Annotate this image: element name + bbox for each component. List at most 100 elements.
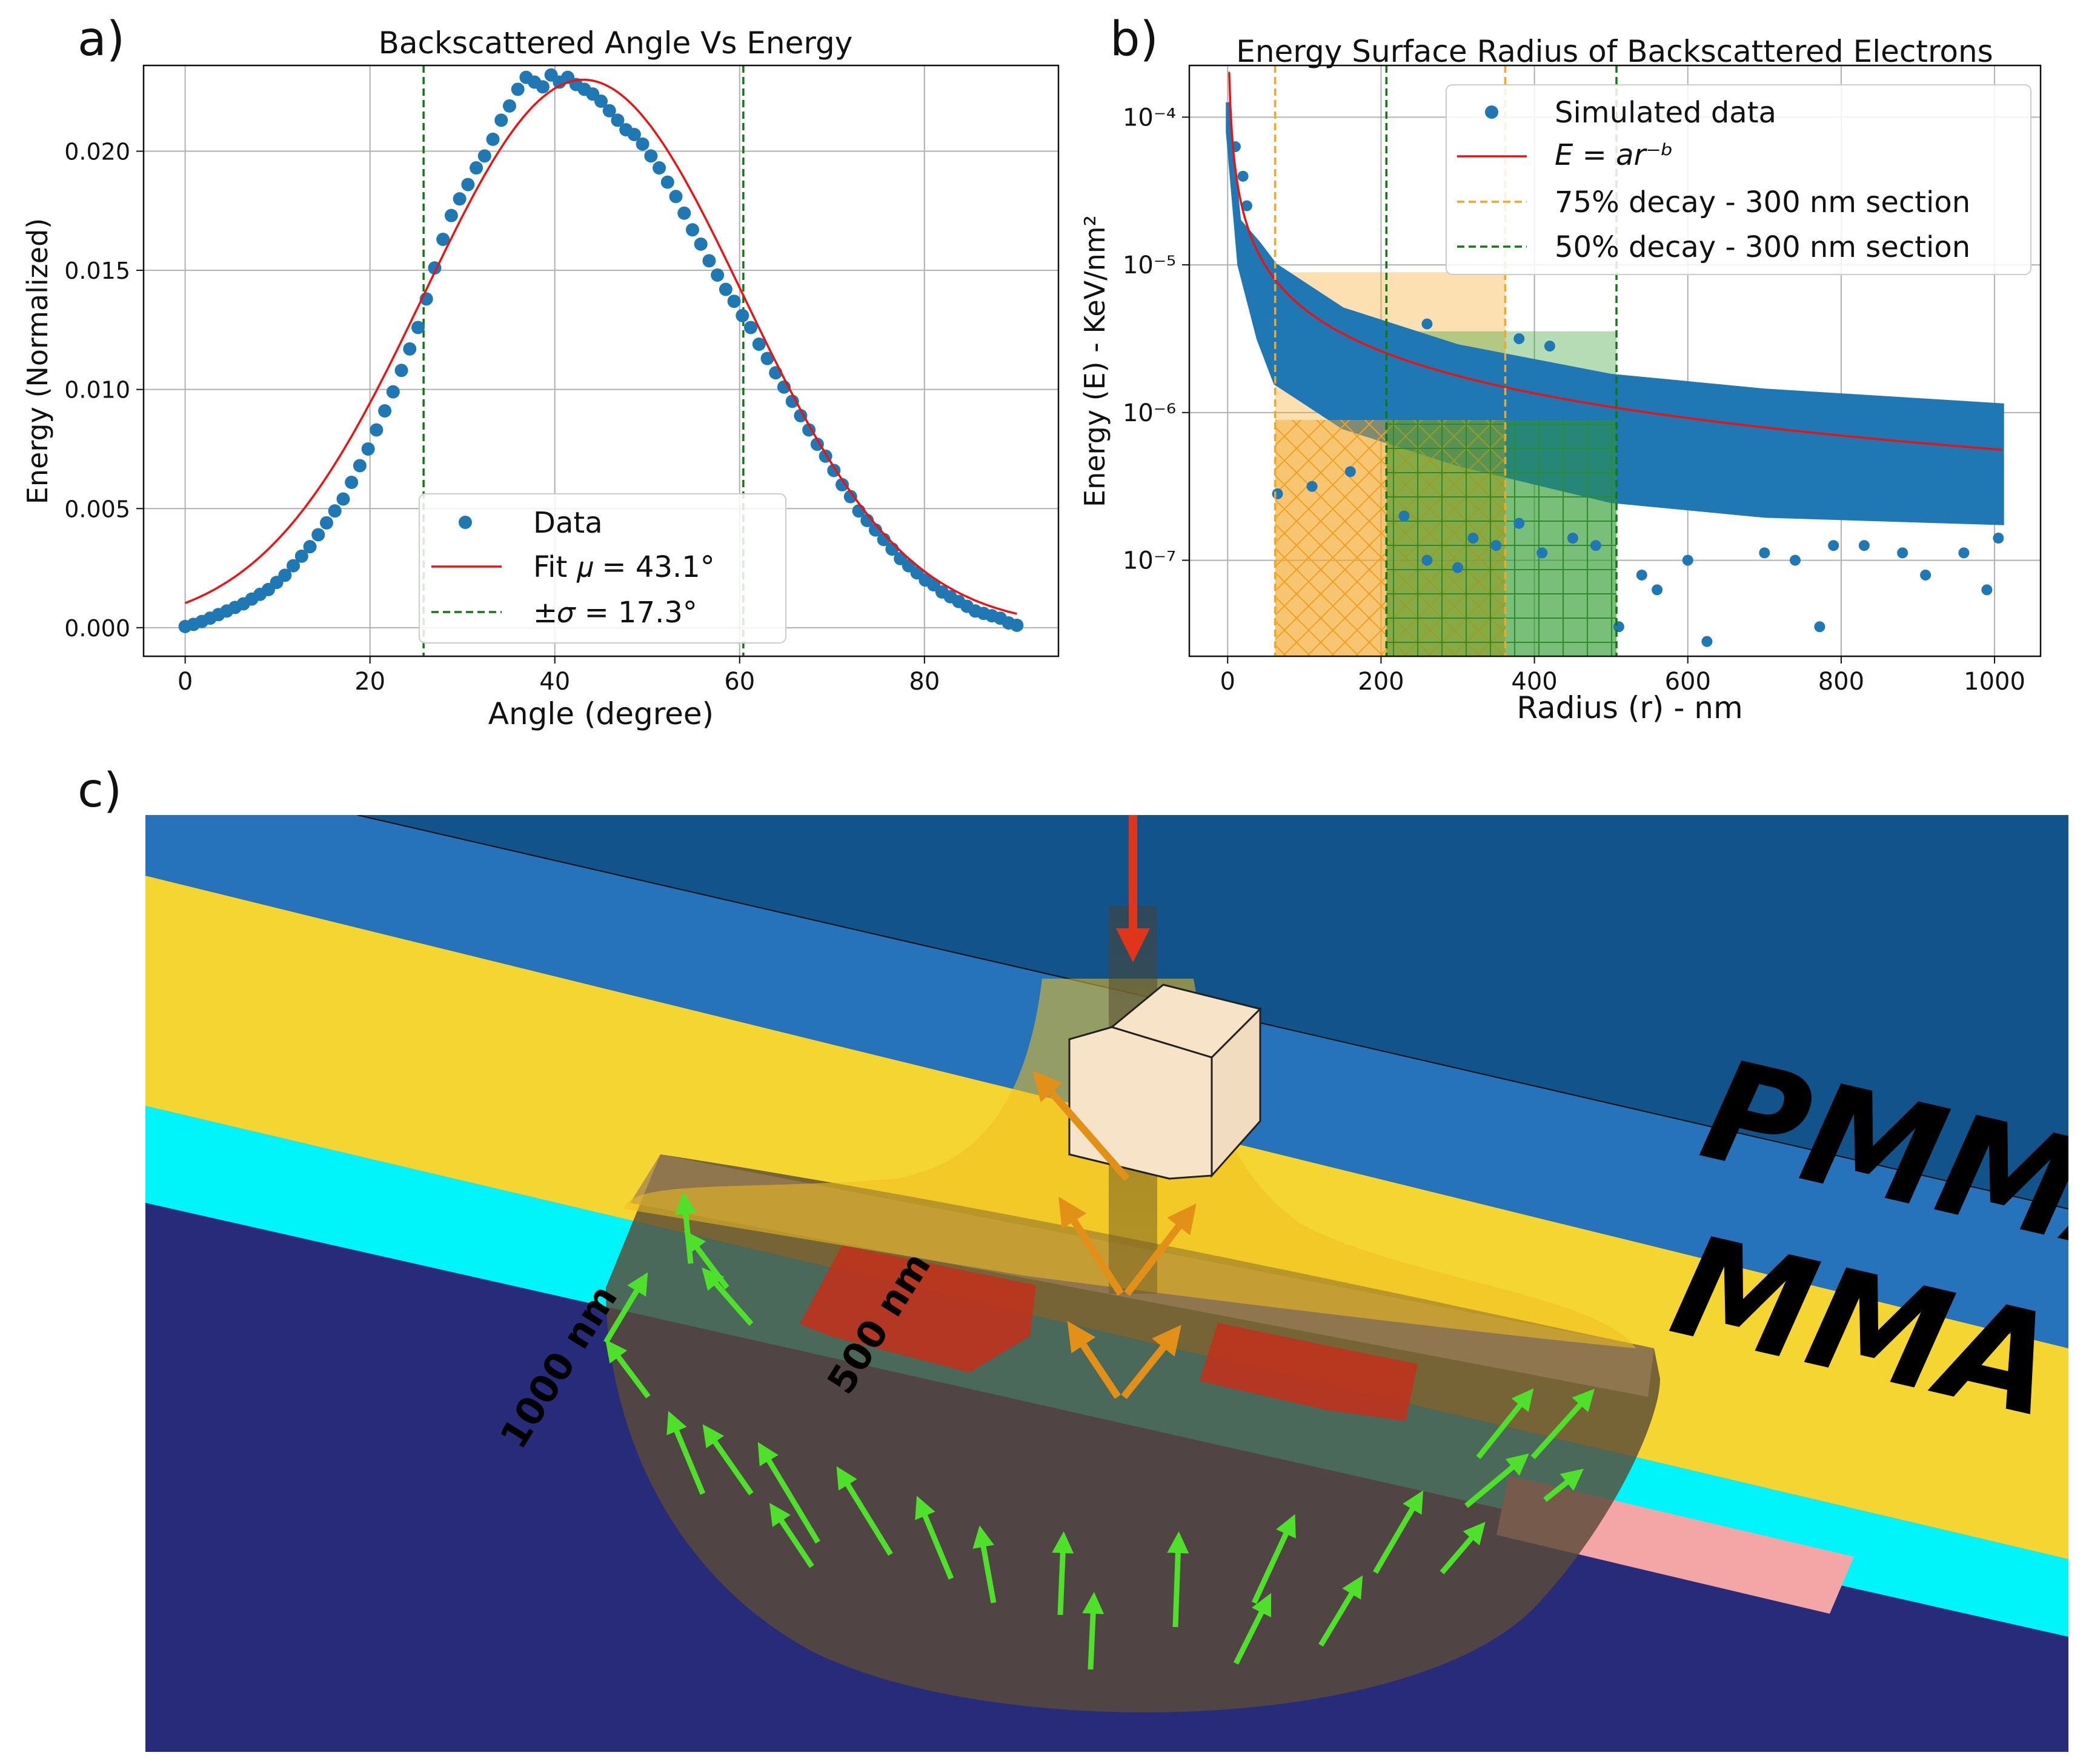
chart-b-x-ticks: 0 200 400 600 800 1000 <box>1220 656 2025 696</box>
chart-a-point <box>503 99 516 113</box>
chart-energy-radius: Energy Surface Radius of Backscattered E… <box>1078 34 2042 725</box>
chart-a-xtick-label: 40 <box>539 668 570 696</box>
chart-a-point <box>470 161 483 175</box>
chart-a-point <box>843 490 857 504</box>
chart-b-xtick-label: 400 <box>1511 668 1557 696</box>
chart-b-point <box>1920 569 1932 581</box>
chart-a-frame <box>142 64 1060 657</box>
chart-a-fit-curve <box>184 78 1017 615</box>
chart-b-point <box>1789 554 1801 566</box>
chart-a-point <box>702 254 716 268</box>
legend-75-label: 75% decay - 300 nm section <box>1555 185 1970 219</box>
chart-a-point <box>461 178 475 191</box>
panel-letter-b: b) <box>1110 12 1158 67</box>
chart-a-point <box>320 516 333 530</box>
chart-a-point <box>810 438 824 451</box>
chart-a-point <box>785 394 799 408</box>
chart-a-xlabel: Angle (degree) <box>488 696 714 731</box>
chart-a-point <box>686 223 699 237</box>
chart-b-point <box>1344 466 1356 478</box>
chart-b-ytick-label: 10⁻⁴ <box>1123 104 1176 131</box>
chart-a-point <box>328 504 342 518</box>
chart-a-point <box>1010 618 1024 632</box>
chart-a-point <box>361 442 375 456</box>
resist-illustration: PMMA MMA 500 nm 1000 nm <box>145 815 2068 1752</box>
chart-a-ytick-label: 0.020 <box>64 139 130 165</box>
chart-a-point <box>378 404 392 418</box>
chart-b-point <box>1413 333 1425 344</box>
chart-a-ytick-label: 0.010 <box>64 377 130 404</box>
legend-sigma-label: ±𝜎 = 17.3° <box>533 596 697 630</box>
chart-b-xtick-label: 800 <box>1818 668 1864 696</box>
chart-b-point <box>1398 348 1410 359</box>
green-backscatter-arrows <box>603 1192 1595 1670</box>
chart-b-fit-curve <box>1227 72 2002 451</box>
chart-a-point <box>294 549 308 563</box>
chart-b-xtick-label: 1000 <box>1964 668 2025 696</box>
chart-a-point <box>752 337 766 351</box>
chart-a-y-ticks: 0.000 0.005 0.010 0.015 0.020 <box>64 139 144 642</box>
chart-b-point <box>1759 547 1770 559</box>
chart-b-point <box>1272 488 1283 499</box>
chart-b-ytick-label: 10⁻⁷ <box>1123 547 1176 575</box>
chart-a-point <box>303 540 317 554</box>
chart-b-title: Energy Surface Radius of Backscattered E… <box>1236 34 1993 69</box>
chart-a-point <box>411 321 425 334</box>
chart-a-point <box>394 364 408 378</box>
chart-b-point <box>1682 554 1693 566</box>
chart-a-point <box>287 559 301 573</box>
chart-b-point <box>1375 325 1387 337</box>
chart-a-ylabel: Energy (Normalized) <box>21 218 54 504</box>
chart-b-point <box>1958 547 1970 559</box>
chart-a-point <box>744 321 758 334</box>
chart-a-point <box>602 104 616 118</box>
chart-b-point <box>1513 518 1525 529</box>
chart-a-xtick-label: 0 <box>178 668 193 696</box>
chart-b-xtick-label: 200 <box>1358 668 1404 696</box>
chart-a-point <box>403 342 417 356</box>
chart-b-ylabel: Energy (E) - KeV/nm² <box>1078 215 1111 507</box>
chart-b-xtick-label: 600 <box>1665 668 1711 696</box>
chart-b-point <box>1467 533 1479 544</box>
chart-a-point <box>794 408 808 422</box>
chart-b-point <box>1536 547 1548 559</box>
chart-a-point <box>660 175 674 189</box>
chart-a-xtick-label: 20 <box>354 668 385 696</box>
chart-b-point <box>1814 621 1825 633</box>
chart-b-ytick-label: 10⁻⁵ <box>1123 251 1176 279</box>
chart-a-point <box>336 492 350 506</box>
chart-a-xtick-label: 60 <box>724 668 755 696</box>
chart-b-ytick-label: 10⁻⁶ <box>1123 399 1176 427</box>
chart-a-point <box>694 237 708 251</box>
legend-data-label: Data <box>533 506 603 540</box>
chart-a-ytick-label: 0.015 <box>64 258 130 284</box>
chart-a-point <box>627 128 641 142</box>
exposed-pattern-1 <box>800 1245 1036 1373</box>
chart-a-data-points <box>178 68 1024 633</box>
chart-a-point <box>278 568 292 582</box>
chart-a-point <box>494 113 508 127</box>
chart-a-ytick-label: 0.000 <box>64 615 130 642</box>
legend-simulated-marker <box>1485 105 1498 119</box>
chart-b-point <box>1652 584 1663 596</box>
chart-b-point <box>1237 170 1249 182</box>
chart-a-point <box>370 423 384 437</box>
chart-a-point <box>719 282 732 296</box>
chart-b-point <box>1229 141 1241 153</box>
chart-angle-energy: Backscattered Angle Vs Energy 0 20 40 60 80 … <box>21 25 1060 731</box>
chart-b-point <box>1567 533 1578 544</box>
chart-a-point <box>594 94 608 108</box>
chart-b-point <box>1981 584 1993 596</box>
chart-a-ytick-label: 0.005 <box>64 496 130 522</box>
chart-a-point <box>644 149 658 163</box>
chart-a-point <box>835 478 849 491</box>
orange-scatter-arrows <box>1032 1070 1197 1399</box>
chart-b-point <box>1636 569 1647 581</box>
chart-a-legend: Data Fit 𝜇 = 43.1° ±𝜎 = 17.3° <box>419 493 786 644</box>
exposed-pattern-2 <box>1200 1323 1418 1421</box>
chart-b-xlabel: Radius (r) - nm <box>1516 690 1742 725</box>
chart-b-point <box>1452 562 1464 573</box>
chart-b-point <box>1590 540 1601 551</box>
chart-a-point <box>353 459 367 473</box>
chart-a-point <box>677 206 691 220</box>
